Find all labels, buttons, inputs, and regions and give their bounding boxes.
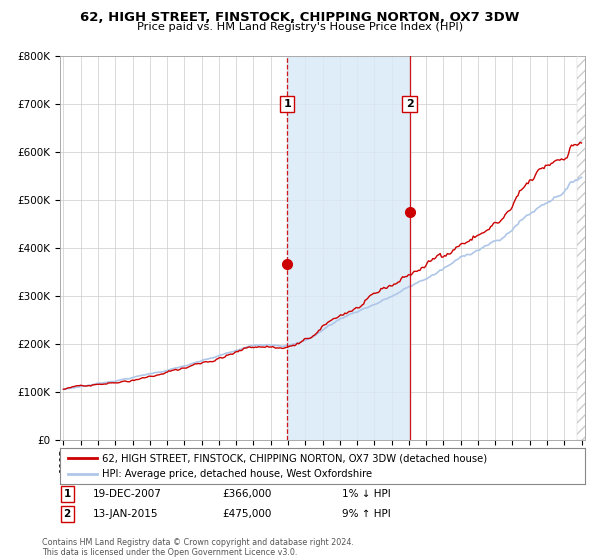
- Text: 62, HIGH STREET, FINSTOCK, CHIPPING NORTON, OX7 3DW (detached house): 62, HIGH STREET, FINSTOCK, CHIPPING NORT…: [102, 453, 487, 463]
- Bar: [577, 56, 590, 440]
- Text: Price paid vs. HM Land Registry's House Price Index (HPI): Price paid vs. HM Land Registry's House …: [137, 22, 463, 32]
- Text: HPI: Average price, detached house, West Oxfordshire: HPI: Average price, detached house, West…: [102, 469, 372, 479]
- Text: 2: 2: [406, 99, 413, 109]
- Bar: [287, 56, 410, 440]
- Text: 1: 1: [64, 489, 71, 499]
- Text: 62, HIGH STREET, FINSTOCK, CHIPPING NORTON, OX7 3DW: 62, HIGH STREET, FINSTOCK, CHIPPING NORT…: [80, 11, 520, 24]
- Text: 13-JAN-2015: 13-JAN-2015: [93, 509, 158, 519]
- Text: £366,000: £366,000: [222, 489, 271, 499]
- Text: 19-DEC-2007: 19-DEC-2007: [93, 489, 162, 499]
- Text: Contains HM Land Registry data © Crown copyright and database right 2024.
This d: Contains HM Land Registry data © Crown c…: [42, 538, 354, 557]
- Text: 1% ↓ HPI: 1% ↓ HPI: [342, 489, 391, 499]
- Text: 9% ↑ HPI: 9% ↑ HPI: [342, 509, 391, 519]
- Text: 2: 2: [64, 509, 71, 519]
- Text: £475,000: £475,000: [222, 509, 271, 519]
- Bar: [577, 56, 590, 440]
- Text: 1: 1: [283, 99, 291, 109]
